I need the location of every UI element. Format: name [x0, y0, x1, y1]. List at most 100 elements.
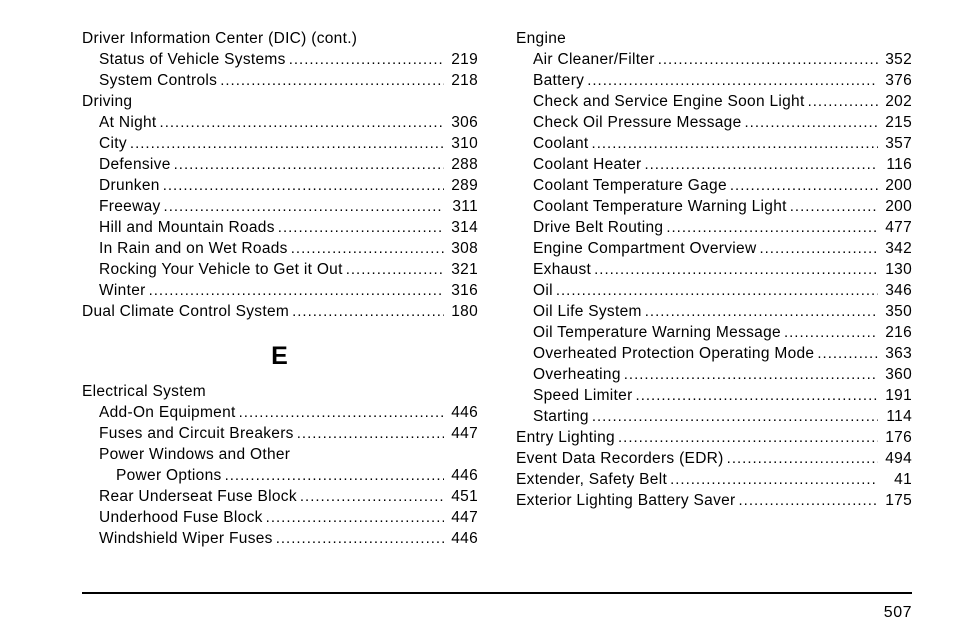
- index-page-number: 202: [878, 91, 912, 112]
- index-label: Drunken: [99, 175, 160, 196]
- index-page-number: 477: [878, 217, 912, 238]
- index-label: Oil Temperature Warning Message: [533, 322, 781, 343]
- index-entry: Event Data Recorders (EDR) 494: [516, 448, 912, 469]
- index-entry: Overheating360: [516, 364, 912, 385]
- index-label: City: [99, 133, 127, 154]
- index-page-number: 376: [878, 70, 912, 91]
- index-label: Starting: [533, 406, 589, 427]
- index-label: Engine Compartment Overview: [533, 238, 756, 259]
- index-label: Freeway: [99, 196, 161, 217]
- index-label: In Rain and on Wet Roads: [99, 238, 288, 259]
- dot-leader: [756, 238, 878, 259]
- index-label: Oil Life System: [533, 301, 642, 322]
- dot-leader: [160, 175, 444, 196]
- index-entry: Hill and Mountain Roads314: [82, 217, 478, 238]
- dot-leader: [742, 112, 878, 133]
- index-heading: Driving: [82, 91, 478, 112]
- dot-leader: [294, 423, 444, 444]
- index-entry: Winter 316: [82, 280, 478, 301]
- dot-leader: [343, 259, 444, 280]
- index-page-number: 130: [878, 259, 912, 280]
- index-entry: Air Cleaner/Filter352: [516, 49, 912, 70]
- left-column: Driver Information Center (DIC) (cont.)S…: [82, 28, 478, 549]
- index-label: Status of Vehicle Systems: [99, 49, 286, 70]
- index-label: At Night: [99, 112, 157, 133]
- index-page-number: 114: [878, 406, 912, 427]
- index-label: Check and Service Engine Soon Light: [533, 91, 805, 112]
- index-page-number: 316: [444, 280, 478, 301]
- dot-leader: [663, 217, 878, 238]
- index-page-number: 216: [878, 322, 912, 343]
- index-label: Underhood Fuse Block: [99, 507, 263, 528]
- index-entry: Rear Underseat Fuse Block451: [82, 486, 478, 507]
- dot-leader: [146, 280, 444, 301]
- index-page-number: 446: [444, 402, 478, 423]
- dot-leader: [263, 507, 444, 528]
- index-label: Winter: [99, 280, 146, 301]
- index-entry: Oil Life System 350: [516, 301, 912, 322]
- index-label: Rocking Your Vehicle to Get it Out: [99, 259, 343, 280]
- dot-leader: [217, 70, 444, 91]
- dot-leader: [621, 364, 878, 385]
- index-page-number: 342: [878, 238, 912, 259]
- index-entry: Fuses and Circuit Breakers447: [82, 423, 478, 444]
- dot-leader: [642, 301, 878, 322]
- dot-leader: [589, 406, 878, 427]
- index-entry: Extender, Safety Belt 41: [516, 469, 912, 490]
- index-entry: Check Oil Pressure Message 215: [516, 112, 912, 133]
- index-page-number: 176: [878, 427, 912, 448]
- index-entry: Battery 376: [516, 70, 912, 91]
- dot-leader: [222, 465, 444, 486]
- index-entry: Defensive 288: [82, 154, 478, 175]
- index-label: Extender, Safety Belt: [516, 469, 667, 490]
- dot-leader: [275, 217, 444, 238]
- index-page-number: 350: [878, 301, 912, 322]
- index-entry: Rocking Your Vehicle to Get it Out321: [82, 259, 478, 280]
- index-page-number: 451: [444, 486, 478, 507]
- dot-leader: [781, 322, 878, 343]
- index-entry: Drive Belt Routing 477: [516, 217, 912, 238]
- index-label: Entry Lighting: [516, 427, 615, 448]
- dot-leader: [805, 91, 878, 112]
- index-entry: Coolant Temperature Gage200: [516, 175, 912, 196]
- index-page-number: 288: [444, 154, 478, 175]
- index-label: Exhaust: [533, 259, 591, 280]
- dot-leader: [171, 154, 444, 175]
- index-page-number: 311: [444, 196, 478, 217]
- index-entry: Starting 114: [516, 406, 912, 427]
- index-label: Coolant: [533, 133, 589, 154]
- index-label: Event Data Recorders (EDR): [516, 448, 724, 469]
- dot-leader: [127, 133, 444, 154]
- index-entry: Dual Climate Control System180: [82, 301, 478, 322]
- footer-page-number: 507: [884, 604, 912, 622]
- index-label: Check Oil Pressure Message: [533, 112, 742, 133]
- index-page: Driver Information Center (DIC) (cont.)S…: [0, 0, 954, 549]
- index-label: Overheating: [533, 364, 621, 385]
- index-label: Dual Climate Control System: [82, 301, 289, 322]
- index-label: Overheated Protection Operating Mode: [533, 343, 814, 364]
- dot-leader: [591, 259, 878, 280]
- index-label: Defensive: [99, 154, 171, 175]
- index-label: Coolant Heater: [533, 154, 641, 175]
- index-page-number: 191: [878, 385, 912, 406]
- dot-leader: [615, 427, 878, 448]
- index-page-number: 41: [878, 469, 912, 490]
- dot-leader: [297, 486, 444, 507]
- index-page-number: 200: [878, 175, 912, 196]
- index-page-number: 494: [878, 448, 912, 469]
- index-label: Fuses and Circuit Breakers: [99, 423, 294, 444]
- index-label: Battery: [533, 70, 584, 91]
- index-entry: Check and Service Engine Soon Light 202: [516, 91, 912, 112]
- footer-rule: [82, 592, 912, 594]
- index-label: Drive Belt Routing: [533, 217, 663, 238]
- index-heading: Electrical System: [82, 381, 478, 402]
- index-page-number: 215: [878, 112, 912, 133]
- index-page-number: 446: [444, 465, 478, 486]
- index-entry: City310: [82, 133, 478, 154]
- index-entry: Power Options446: [82, 465, 478, 486]
- index-entry: Coolant357: [516, 133, 912, 154]
- index-entry: Underhood Fuse Block447: [82, 507, 478, 528]
- index-label: Driving: [82, 91, 132, 112]
- dot-leader: [289, 301, 444, 322]
- right-column: EngineAir Cleaner/Filter352Battery376Che…: [516, 28, 912, 549]
